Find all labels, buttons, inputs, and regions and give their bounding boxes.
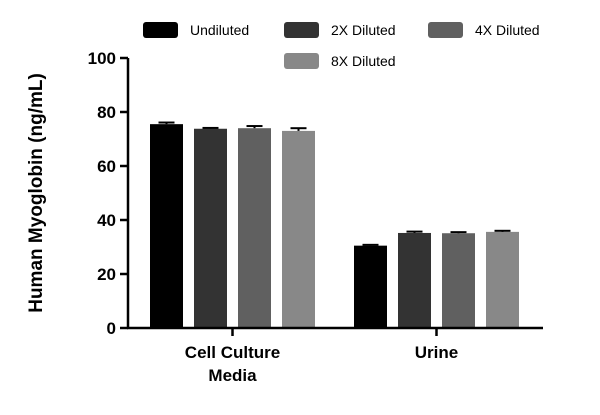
legend-swatch [428, 22, 463, 38]
x-category-label: Cell Culture Media [185, 343, 280, 385]
y-axis-title: Human Myoglobin (ng/mL) [26, 73, 47, 313]
y-tick-label: 40 [97, 211, 116, 230]
bar [238, 128, 271, 328]
legend-label: 2X Diluted [331, 22, 396, 38]
bar [354, 245, 387, 328]
legend-label: 4X Diluted [475, 22, 540, 38]
bar [442, 233, 475, 328]
x-category-label-line: Cell Culture [185, 343, 280, 362]
bar [194, 128, 227, 328]
legend-swatch [143, 22, 178, 38]
x-category-label: Urine [415, 343, 458, 362]
legend: Undiluted 2X Diluted 4X Diluted 8X Diluted [143, 22, 540, 69]
legend-label: Undiluted [190, 22, 249, 38]
y-tick-label: 20 [97, 265, 116, 284]
legend-swatch [284, 53, 319, 69]
y-tick-label: 60 [97, 157, 116, 176]
legend-label: 8X Diluted [331, 53, 396, 69]
legend-swatch [284, 22, 319, 38]
bar [398, 232, 431, 328]
x-category-label-line: Urine [415, 343, 458, 362]
x-category-label-line: Media [208, 366, 257, 385]
axes: 0 20 40 60 80 100 Cell Culture Media Urine [88, 49, 543, 385]
y-tick-label: 80 [97, 103, 116, 122]
bar [282, 130, 315, 328]
bars-group [150, 121, 519, 329]
y-tick-label: 100 [88, 49, 116, 68]
y-tick-label: 0 [107, 319, 116, 338]
bar [150, 124, 183, 329]
bar [486, 231, 519, 328]
